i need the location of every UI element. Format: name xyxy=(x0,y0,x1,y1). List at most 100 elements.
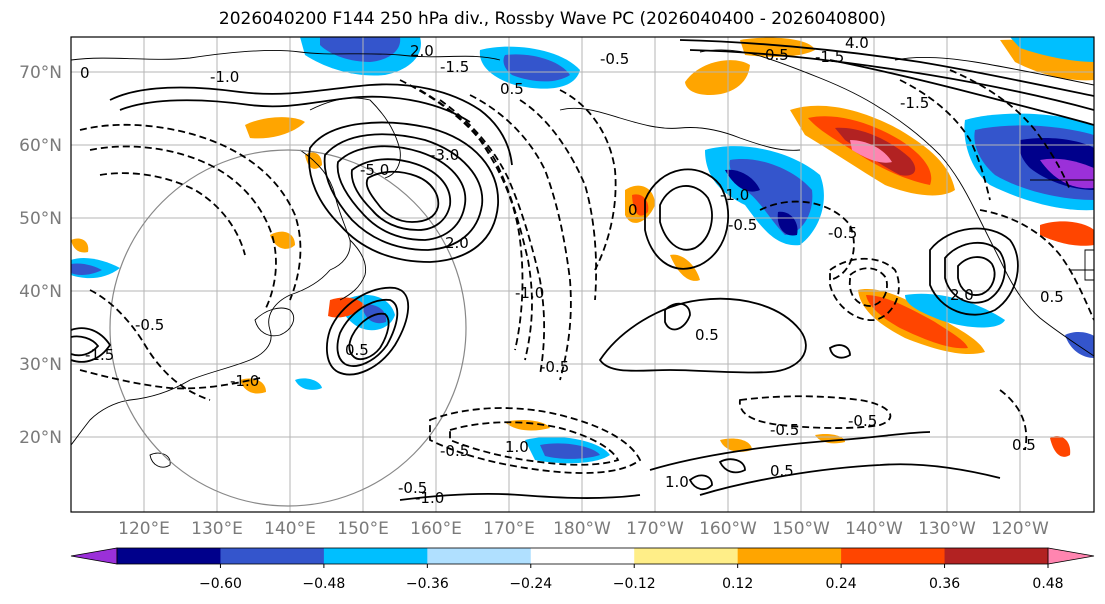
colorbar-tick-label: −0.60 xyxy=(199,576,242,592)
lon-label: 150°W xyxy=(772,519,830,539)
shade-positive-subtropic-d xyxy=(1050,435,1071,457)
lat-label: 20°N xyxy=(19,428,62,448)
contour-label: -0.5 xyxy=(398,479,427,497)
colorbar-tick-label: 0.24 xyxy=(826,576,857,592)
contour-label: -1.5 xyxy=(900,94,929,112)
map-frame xyxy=(70,36,1095,513)
colorbar-tick-label: 0.36 xyxy=(929,576,960,592)
shade-positive-mid-b xyxy=(670,254,700,281)
projection-circle xyxy=(109,149,467,507)
colorbar-tick-label: −0.12 xyxy=(613,576,656,592)
lat-label: 70°N xyxy=(19,63,62,83)
graticule xyxy=(71,37,1094,512)
contour-label: 0.5 xyxy=(765,46,789,64)
lat-label: 40°N xyxy=(19,282,62,302)
lon-label: 140°W xyxy=(845,519,903,539)
colorbar-extend-high xyxy=(1047,547,1095,565)
contour-label: -0.5 xyxy=(540,358,569,376)
contour-label: 0 xyxy=(628,201,638,219)
contour-label: -0.5 xyxy=(600,50,629,68)
contour-label: 2.0 xyxy=(410,42,434,60)
shade-negative-canada-peak xyxy=(1040,158,1094,189)
lon-label: 120°W xyxy=(991,519,1049,539)
colorbar-tick-label: 0.12 xyxy=(722,576,753,592)
shade-negative-aleutian-max xyxy=(725,169,760,192)
lon-label: 120°E xyxy=(118,519,170,539)
shade-negative-top-right xyxy=(1010,37,1094,62)
contour-label: -0.5 xyxy=(440,442,469,460)
contour-lines-dashed xyxy=(79,69,1094,474)
shade-positive-top-mid xyxy=(685,60,750,95)
colorbar-tick-label: −0.36 xyxy=(406,576,449,592)
contour-label: -1.0 xyxy=(515,284,544,302)
contour-label: 2.0 xyxy=(950,286,974,304)
contour-label: 4.0 xyxy=(845,34,869,52)
lon-label: 170°E xyxy=(483,519,535,539)
contour-label: 1.0 xyxy=(665,473,689,491)
colorbar-extend-low xyxy=(70,547,118,565)
lon-label: 140°E xyxy=(264,519,316,539)
colorbar-frame xyxy=(116,547,1049,565)
lat-label: 60°N xyxy=(19,136,62,156)
colorbar-swatch xyxy=(427,548,532,564)
shade-positive-top-right xyxy=(740,37,815,57)
colorbar-swatch xyxy=(841,548,946,564)
contour-label: 0.5 xyxy=(770,462,794,480)
colorbar-tick-label: −0.24 xyxy=(509,576,552,592)
contour-lines xyxy=(71,39,1094,501)
shade-negative-west-edge-core xyxy=(71,263,102,275)
lon-label: 130°E xyxy=(191,519,243,539)
contour-label: 0.5 xyxy=(1040,288,1064,306)
contour-label: -1.5 xyxy=(440,58,469,76)
shade-negative-top-center-core xyxy=(503,54,570,82)
contour-label: 0 xyxy=(80,64,90,82)
contour-label: -5.0 xyxy=(360,161,389,179)
contour-label: -1.5 xyxy=(815,48,844,66)
shade-positive-west-edge xyxy=(71,238,89,253)
lon-label: 160°W xyxy=(699,519,757,539)
shade-negative-subtropic-core xyxy=(540,443,600,459)
lon-label: 170°W xyxy=(626,519,684,539)
contour-label: 0.5 xyxy=(695,326,719,344)
lat-label: 50°N xyxy=(19,209,62,229)
colorbar-swatch xyxy=(634,548,739,564)
latitude-labels: 70°N 60°N 50°N 40°N 30°N 20°N xyxy=(19,63,62,448)
contour-label: 1.0 xyxy=(505,438,529,456)
contour-label: -0.5 xyxy=(135,316,164,334)
shade-positive-west xyxy=(270,231,295,249)
contour-label: -1.5 xyxy=(85,346,114,364)
shade-negative-sw xyxy=(295,378,322,390)
contour-label: -1.0 xyxy=(210,68,239,86)
contour-label: -0.5 xyxy=(770,421,799,439)
contour-label: 0.5 xyxy=(500,80,524,98)
lat-label: 30°N xyxy=(19,355,62,375)
coastlines xyxy=(71,49,1094,468)
contour-label-group: 2.0 -1.5 0.5 -0.5 0 -1.0 -5.0 -3.0 2.0 -… xyxy=(80,34,1064,507)
lon-label: 180°W xyxy=(553,519,611,539)
colorbar-tick-label: −0.48 xyxy=(302,576,345,592)
contour-label: -3.0 xyxy=(430,146,459,164)
contour-label: -1.0 xyxy=(230,372,259,390)
colorbar-tick-label: 0.48 xyxy=(1032,576,1063,592)
map-panel: 2.0 -1.5 0.5 -0.5 0 -1.0 -5.0 -3.0 2.0 -… xyxy=(71,34,1094,512)
contour-label: -1.0 xyxy=(415,489,444,507)
colorbar-swatch xyxy=(117,548,221,564)
contour-label: 2.0 xyxy=(445,234,469,252)
divergence-shading xyxy=(71,37,1094,464)
contour-label: -1.0 xyxy=(720,186,749,204)
contour-label: -0.5 xyxy=(848,412,877,430)
shade-positive-sw xyxy=(240,378,266,394)
colorbar-swatch xyxy=(737,548,842,564)
shade-negative-top-left-core xyxy=(320,37,401,62)
colorbar-swatch xyxy=(944,548,1049,564)
colorbar-swatch xyxy=(220,548,325,564)
shade-positive-e-pacific xyxy=(1040,221,1094,246)
colorbar: −0.60 −0.48 −0.36 −0.24 −0.12 0.12 0.24 0.36 0.4… xyxy=(70,547,1095,592)
contour-label: 0.5 xyxy=(1012,436,1036,454)
map-title: 2026040200 F144 250 hPa div., Rossby Wav… xyxy=(218,9,887,29)
contour-label: -0.5 xyxy=(828,224,857,242)
lon-label: 130°W xyxy=(918,519,976,539)
colorbar-swatch xyxy=(323,548,428,564)
contour-label: -0.5 xyxy=(728,216,757,234)
